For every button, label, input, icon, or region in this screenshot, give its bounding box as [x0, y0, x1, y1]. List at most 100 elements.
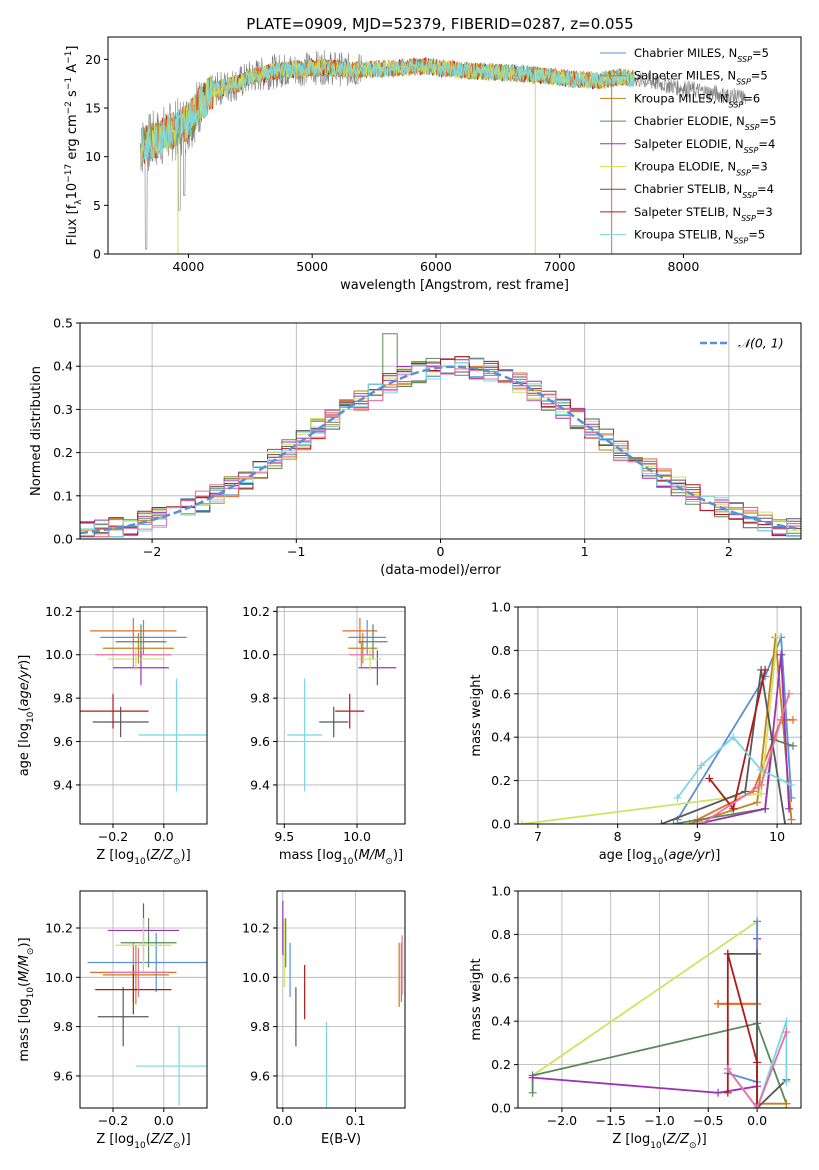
- y-tick-label: 1.0: [491, 884, 511, 899]
- weight-point: [669, 820, 678, 824]
- x-tick-label: −1: [287, 544, 305, 559]
- weight-point: [777, 650, 786, 659]
- legend-entry: Kroupa ELODIE, NSSP=3: [634, 160, 768, 178]
- weight-point: [697, 820, 706, 824]
- x-tick-label: −1.0: [644, 1113, 674, 1128]
- weight-series-line: [697, 654, 790, 824]
- model-spectrum-line: [140, 58, 635, 165]
- weight-point: [787, 780, 796, 789]
- spectrum-plot-area: [139, 49, 746, 254]
- weight-point: [741, 787, 750, 796]
- y-tick-label: 20: [85, 52, 101, 67]
- y-tick-label: 1.0: [491, 600, 511, 615]
- x-axis-label: Z [log10(Z/Z⊙)]: [96, 848, 190, 867]
- weight-point: [782, 1077, 791, 1086]
- y-tick-label: 9.8: [250, 1019, 270, 1034]
- y-tick-label: 10: [85, 149, 101, 164]
- x-axis-label: Z [log10(Z/Z⊙)]: [96, 1132, 190, 1151]
- y-tick-label: 9.8: [250, 691, 270, 706]
- age-vs-mass-plot-area: [287, 617, 397, 792]
- weight-point: [518, 820, 526, 824]
- y-tick-label: 9.6: [53, 1068, 73, 1083]
- weight-series-line: [727, 953, 788, 1108]
- weight-point: [787, 815, 796, 824]
- weight-point: [761, 665, 770, 674]
- weight-series-line: [521, 637, 778, 824]
- x-tick-label: 9.5: [274, 829, 294, 844]
- age-vs-Z-plot-area: [80, 617, 207, 792]
- y-tick-label: 0.2: [491, 1057, 511, 1072]
- residuals-plot-area: [80, 333, 801, 538]
- x-tick-label: 4000: [173, 259, 205, 274]
- mass-vs-Z-plot-area: [87, 903, 207, 1106]
- y-tick-label: 0.0: [491, 817, 511, 832]
- weight-point: [528, 1073, 537, 1082]
- weight-point: [528, 1088, 537, 1097]
- weight-series-line: [689, 637, 793, 824]
- y-axis-label: age [log10(age/yr)]: [17, 655, 36, 777]
- x-axis-label: Z [log10(Z/Z⊙)]: [612, 1132, 706, 1151]
- y-tick-label: 10.0: [242, 970, 270, 985]
- weight-series-line: [727, 921, 758, 1084]
- axes-frame: [517, 606, 802, 825]
- weight-point: [723, 949, 732, 958]
- weight-point: [657, 820, 666, 824]
- weight-point: [785, 804, 794, 813]
- y-axis-label: mass weight: [469, 674, 484, 756]
- weight-point: [781, 820, 790, 824]
- y-tick-label: 0.2: [53, 445, 73, 460]
- model-spectrum-line: [140, 58, 635, 158]
- gaussian-curve: [80, 365, 801, 535]
- weight-point: [697, 761, 706, 770]
- legend-entry: Salpeter MILES, NSSP=5: [634, 69, 768, 87]
- y-tick-label: 9.6: [250, 734, 270, 749]
- legend-entry: Kroupa MILES, NSSP=6: [634, 91, 760, 109]
- axes-frame: [79, 890, 208, 1109]
- y-tick-label: 0.0: [53, 532, 73, 547]
- y-tick-label: 15: [85, 101, 101, 116]
- x-tick-label: 10: [769, 829, 785, 844]
- weight-point: [757, 789, 766, 798]
- y-tick-label: 0.4: [491, 1014, 511, 1029]
- y-tick-label: 10.2: [45, 920, 73, 935]
- legend-entry: Salpeter STELIB, NSSP=3: [634, 205, 773, 223]
- weight-point: [673, 793, 682, 802]
- weight-point: [693, 820, 702, 824]
- x-axis-label: age [log10(age/yr)]: [599, 848, 721, 867]
- figure-title: PLATE=0909, MJD=52379, FIBERID=0287, z=0…: [246, 15, 633, 33]
- age-vs-Z-panel: −0.2 0.0 9.4 9.6 9.8 10.0 10.2 age [log10(age/y…: [17, 604, 208, 867]
- x-tick-label: −2: [143, 544, 161, 559]
- weight-series-line: [532, 938, 758, 1094]
- x-tick-label: −1.5: [596, 1113, 626, 1128]
- weight-series-line: [696, 718, 793, 821]
- y-tick-label: 0.8: [491, 643, 511, 658]
- x-tick-label: 0.0: [747, 1113, 767, 1128]
- y-tick-label: 0.4: [491, 730, 511, 745]
- weight-vs-age-plot-area: [518, 633, 798, 824]
- y-axis-label: Flux [fλ10−17 erg cm−2 s−1 A−1]: [64, 46, 84, 246]
- x-axis-label: E(B-V): [321, 1132, 361, 1147]
- x-tick-label: 1: [581, 544, 589, 559]
- x-axis-label: mass [log10(M/M⊙)]: [279, 848, 403, 867]
- x-axis-label: (data-model)/error: [380, 563, 501, 578]
- mass-vs-EBV-plot-area: [282, 900, 403, 1108]
- axes-frame: [276, 890, 406, 1109]
- weight-point: [757, 780, 766, 789]
- weight-vs-Z-plot-area: [528, 917, 791, 1108]
- residual-histogram: [80, 356, 801, 537]
- y-tick-label: 9.8: [53, 691, 73, 706]
- weight-series-line: [727, 1031, 788, 1108]
- x-tick-label: 0.0: [154, 1113, 174, 1128]
- x-tick-label: 0: [437, 544, 445, 559]
- y-tick-label: 0: [93, 247, 101, 262]
- weight-vs-Z-panel: −2.0 −1.5 −1.0 −0.5 0.0 0.0 0.2 0.4 0.6 0.8 1.0 mas…: [469, 884, 802, 1151]
- y-tick-label: 10.0: [45, 647, 73, 662]
- weight-point: [753, 1058, 762, 1067]
- weight-point: [753, 798, 762, 807]
- weight-point: [782, 1099, 791, 1108]
- x-tick-label: 0.0: [273, 1113, 293, 1128]
- y-tick-label: 9.4: [250, 777, 270, 792]
- legend-entry: Salpeter ELODIE, NSSP=4: [634, 137, 775, 155]
- x-tick-label: 8: [614, 829, 622, 844]
